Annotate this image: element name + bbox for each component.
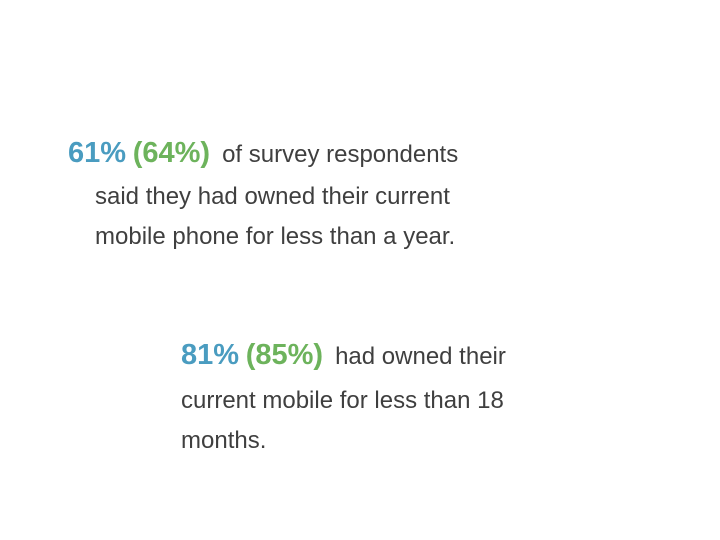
stat-line: 61% (64%) of survey respondents [68, 138, 458, 170]
stat-value: 61% [68, 137, 127, 169]
stat-text: had owned their [335, 343, 506, 370]
stat-text: of survey respondents [222, 141, 459, 168]
stat-previous: (64%) [132, 137, 211, 169]
stat-previous: (85%) [245, 339, 324, 371]
stat-text: said they had owned their current [95, 183, 450, 210]
stat-text: mobile phone for less than a year. [95, 223, 456, 250]
stat-text: months. [181, 427, 267, 454]
stat-line: 81% (85%) had owned their [181, 340, 506, 372]
stat-text: current mobile for less than 18 [181, 387, 504, 414]
stat-value: 81% [181, 339, 240, 371]
